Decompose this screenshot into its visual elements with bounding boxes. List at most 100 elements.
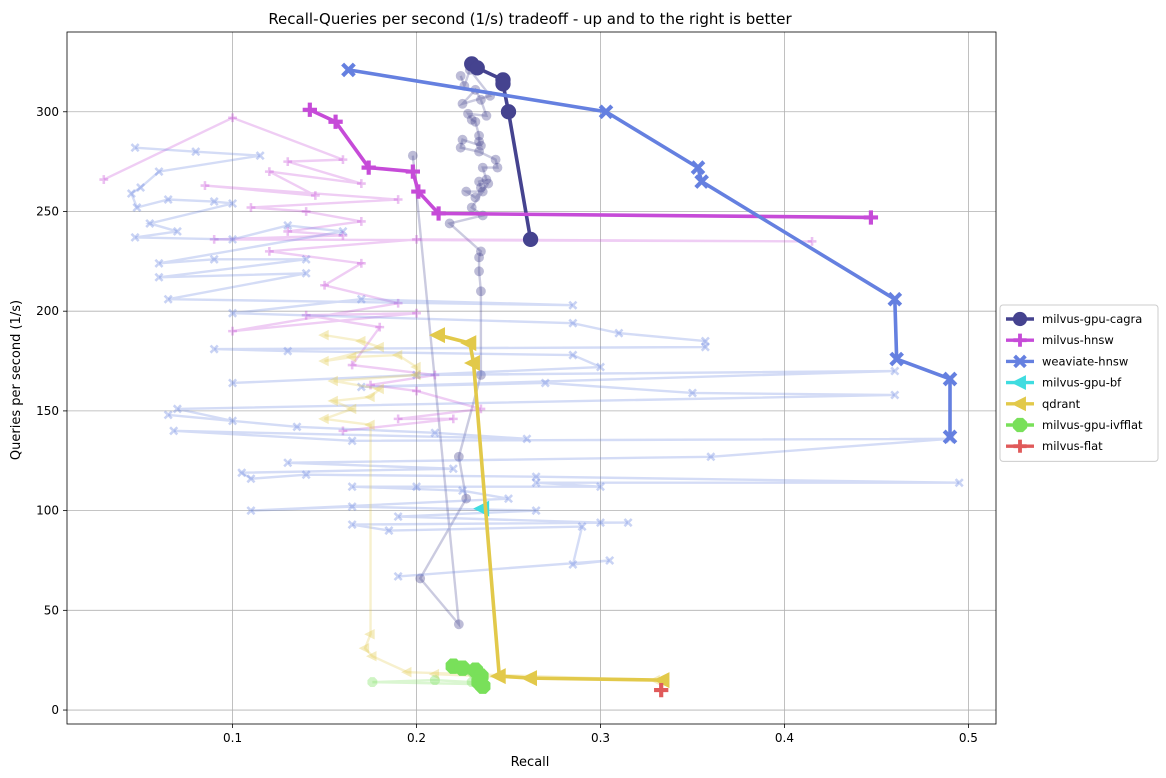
data-point-faded xyxy=(430,428,440,438)
legend-marker xyxy=(1011,396,1026,412)
x-axis-ticks: 0.1 0.2 0.3 0.4 0.5 xyxy=(223,724,978,745)
data-point-faded xyxy=(890,390,900,400)
chart-title: Recall-Queries per second (1/s) tradeoff… xyxy=(268,10,792,28)
data-point-faded xyxy=(407,150,418,161)
data-point-faded xyxy=(264,167,274,176)
data-point-faded xyxy=(455,142,466,153)
x-tick-label: 0.3 xyxy=(591,731,610,745)
data-point-faded xyxy=(228,326,237,336)
data-point-faded xyxy=(209,235,219,244)
data-point-faded xyxy=(384,526,394,536)
data-point-faded xyxy=(623,518,633,528)
data-point-faded xyxy=(461,186,472,197)
data-point-faded xyxy=(154,167,164,177)
data-point-faded xyxy=(531,472,541,482)
data-point-faded xyxy=(428,668,440,680)
legend-marker xyxy=(1011,375,1026,391)
y-tick-label: 300 xyxy=(36,105,59,119)
data-point-faded xyxy=(476,246,486,257)
data-point-faded xyxy=(393,195,403,204)
data-point-faded xyxy=(457,98,468,109)
legend-entry: milvus-gpu-ivfflat xyxy=(1042,418,1143,432)
y-axis-ticks: 0 50 100 150 200 250 300 xyxy=(36,105,67,717)
data-point-faded xyxy=(503,494,514,504)
data-point-faded xyxy=(470,192,481,203)
data-point-faded xyxy=(364,391,375,403)
legend-entry: milvus-gpu-cagra xyxy=(1042,312,1142,326)
series-milvus-flat xyxy=(654,682,669,698)
data-point-faded xyxy=(429,675,440,686)
data-point-faded xyxy=(200,181,210,190)
data-point-faded xyxy=(130,232,140,242)
data-point-faded xyxy=(455,70,466,81)
data-point-faded xyxy=(522,434,532,444)
data-point-faded xyxy=(228,416,238,426)
legend-marker xyxy=(1013,439,1027,453)
series-faded-line xyxy=(324,333,656,682)
data-point-faded xyxy=(283,157,293,167)
data-point xyxy=(598,104,614,120)
data-point xyxy=(302,102,317,117)
series-qdrant xyxy=(429,327,670,689)
data-point-faded xyxy=(301,470,311,480)
data-point-faded xyxy=(568,318,578,328)
data-point-faded xyxy=(356,382,366,392)
data-point-faded xyxy=(568,350,578,360)
series-faded-line xyxy=(129,146,960,578)
data-point xyxy=(489,668,506,685)
data-point-faded xyxy=(595,518,605,528)
data-point-faded xyxy=(481,174,492,185)
data-point-faded xyxy=(466,202,477,213)
data-point-faded xyxy=(393,414,403,424)
data-point xyxy=(429,327,446,344)
data-point-faded xyxy=(466,114,477,125)
data-point-faded xyxy=(136,183,146,193)
data-point-faded xyxy=(474,252,484,263)
data-point-faded xyxy=(412,308,421,318)
data-point-faded xyxy=(448,414,458,424)
data-point-faded xyxy=(283,458,293,468)
legend-entry: milvus-hnsw xyxy=(1042,333,1114,347)
data-point-faded xyxy=(283,227,293,236)
data-point xyxy=(431,206,446,221)
data-point-faded xyxy=(531,478,541,488)
legend-entry: qdrant xyxy=(1042,397,1081,411)
data-point-faded xyxy=(99,175,109,184)
data-point-faded xyxy=(126,189,136,199)
data-point-faded xyxy=(474,130,484,141)
data-point-faded xyxy=(356,179,366,188)
data-point-faded xyxy=(154,272,164,282)
data-point xyxy=(694,174,709,189)
data-point-faded xyxy=(154,258,164,268)
data-point-faded xyxy=(292,422,302,432)
data-point-faded xyxy=(375,322,385,332)
legend: milvus-gpu-cagra milvus-hnsw weaviate-hnsw… xyxy=(999,304,1159,462)
data-point-faded xyxy=(476,140,486,151)
data-point-faded xyxy=(347,482,357,492)
data-point-faded xyxy=(356,294,366,304)
x-tick-label: 0.2 xyxy=(407,731,426,745)
data-point-faded xyxy=(463,108,473,119)
y-tick-label: 150 xyxy=(36,404,59,418)
y-axis-label: Queries per second (1/s) xyxy=(9,300,24,460)
data-point xyxy=(411,184,426,199)
data-point-faded xyxy=(393,571,403,581)
data-point-faded xyxy=(338,226,348,236)
data-point-faded xyxy=(807,236,817,246)
data-point-faded xyxy=(401,666,412,678)
data-point-faded xyxy=(345,351,357,363)
data-point-faded xyxy=(373,383,384,395)
data-point-faded xyxy=(605,555,615,565)
data-point-faded xyxy=(568,559,578,569)
data-point-faded xyxy=(476,182,486,193)
legend-marker xyxy=(1013,333,1027,347)
data-point xyxy=(521,670,537,687)
grid-lines xyxy=(67,32,996,724)
legend-box xyxy=(999,304,1159,462)
data-point xyxy=(942,429,958,445)
data-point-faded xyxy=(568,300,578,310)
x-tick-label: 0.5 xyxy=(959,731,978,745)
data-point-faded xyxy=(163,410,173,420)
data-point-faded xyxy=(130,143,140,153)
series-milvus-hnsw xyxy=(302,102,879,225)
